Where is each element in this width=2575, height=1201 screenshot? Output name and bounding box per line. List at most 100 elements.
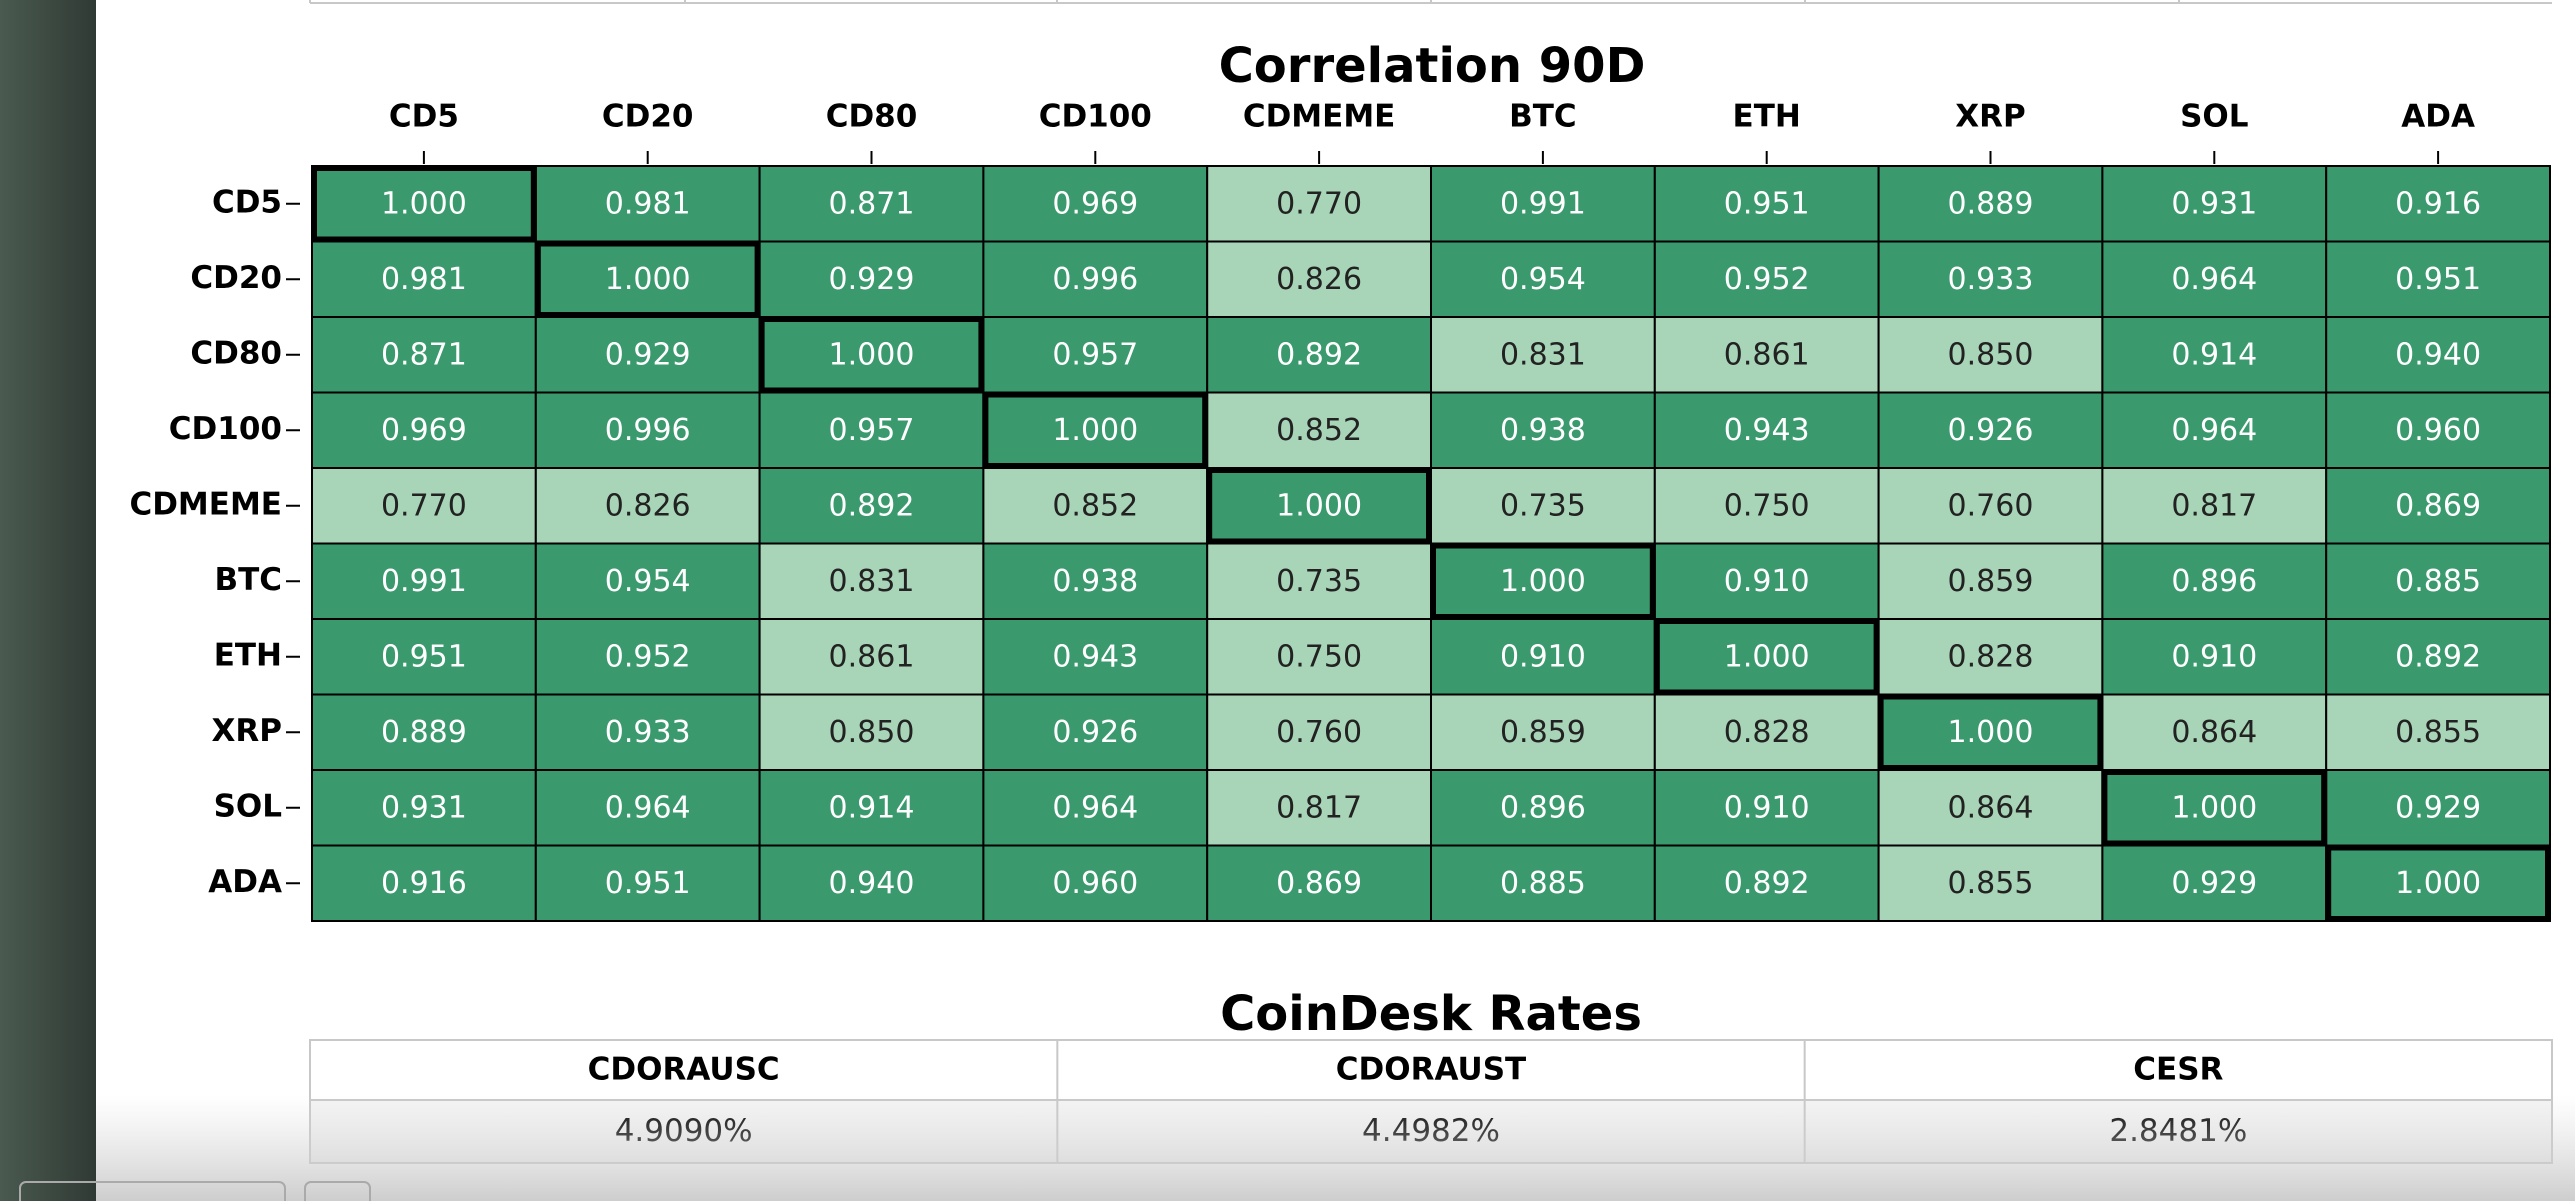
- cell-label: 0.991: [1500, 186, 1586, 221]
- diagonal-outline: [1653, 618, 1880, 696]
- heatmap-cell: [534, 240, 761, 318]
- diagonal-outline: [1430, 542, 1656, 620]
- cell-label: 0.964: [1052, 790, 1138, 825]
- heatmap-cell: [2325, 844, 2551, 922]
- cell-label: 0.896: [2171, 564, 2257, 599]
- diagonal-outline: [2101, 769, 2328, 847]
- heatmap-cell: [1653, 391, 1880, 469]
- column-label: CD20: [602, 99, 694, 135]
- cell-label: 0.954: [605, 564, 691, 599]
- cell-label: 1.000: [829, 337, 915, 372]
- cell-label: 0.889: [1948, 186, 2034, 221]
- column-label: CD80: [826, 99, 918, 135]
- heatmap-cell: [1877, 542, 2104, 620]
- heatmap-cell: [311, 618, 537, 696]
- heatmap-cell: [2101, 165, 2328, 243]
- heatmap-cell: [311, 467, 537, 545]
- cell-label: 0.859: [1948, 564, 2034, 599]
- cell-label: 1.000: [381, 186, 467, 221]
- row-label: BTC: [214, 562, 282, 598]
- cell-label: 0.750: [1276, 639, 1362, 674]
- cell-label: 0.929: [2395, 790, 2481, 825]
- row-label: CD80: [190, 335, 282, 371]
- cell-label: 0.943: [1724, 413, 1810, 448]
- heatmap-cell: [758, 165, 985, 243]
- heatmap-cell: [982, 844, 1209, 922]
- cell-label: 0.864: [1948, 790, 2034, 825]
- cell-label: 0.861: [829, 639, 915, 674]
- heatmap-cell: [2101, 542, 2328, 620]
- heatmap-cell: [1206, 844, 1432, 922]
- heatmap-cell: [2101, 618, 2328, 696]
- cell-label: 0.826: [605, 488, 691, 523]
- row-label: ETH: [214, 637, 282, 673]
- cell-label: 0.861: [1724, 337, 1810, 372]
- row-label: CDMEME: [129, 486, 282, 522]
- cell-label: 0.831: [829, 564, 915, 599]
- cell-label: 1.000: [1500, 564, 1586, 599]
- heatmap-cell: [2325, 316, 2551, 394]
- bottom-fade: [96, 1095, 2575, 1201]
- column-label: CD5: [389, 99, 459, 135]
- heatmap-cell: [758, 542, 985, 620]
- heatmap-cell: [1430, 240, 1656, 318]
- diagonal-outline: [311, 165, 537, 243]
- diagonal-outline: [2325, 844, 2551, 922]
- cell-label: 0.828: [1948, 639, 2034, 674]
- cell-label: 0.892: [1276, 337, 1362, 372]
- diagonal-outline: [1206, 467, 1432, 545]
- heatmap-cell: [2101, 467, 2328, 545]
- diagonal-outline: [758, 316, 985, 394]
- table-title: CoinDesk Rates: [1220, 986, 1642, 1042]
- cell-label: 0.960: [1052, 866, 1138, 901]
- column-label: ADA: [2401, 99, 2475, 135]
- cell-label: 0.910: [1500, 639, 1586, 674]
- cell-label: 0.850: [1948, 337, 2034, 372]
- cell-label: 0.996: [1052, 262, 1138, 297]
- cell-label: 0.914: [829, 790, 915, 825]
- column-label: ETH: [1733, 99, 1801, 135]
- heatmap-cell: [1877, 240, 2104, 318]
- heatmap-cell: [758, 391, 985, 469]
- cell-label: 0.910: [2171, 639, 2257, 674]
- cell-label: 0.933: [605, 715, 691, 750]
- cell-label: 0.951: [381, 639, 467, 674]
- heatmap-cell: [2325, 618, 2551, 696]
- heatmap-cell: [982, 240, 1209, 318]
- heatmap-cell: [1877, 844, 2104, 922]
- cell-label: 0.760: [1276, 715, 1362, 750]
- cell-label: 0.938: [1052, 564, 1138, 599]
- cell-label: 0.952: [605, 639, 691, 674]
- cell-label: 0.831: [1500, 337, 1586, 372]
- heatmap-cell: [1653, 467, 1880, 545]
- cell-label: 0.940: [2395, 337, 2481, 372]
- cell-label: 0.951: [605, 866, 691, 901]
- cell-label: 0.964: [2171, 262, 2257, 297]
- cell-label: 0.960: [2395, 413, 2481, 448]
- column-label: XRP: [1955, 99, 2026, 135]
- heatmap-cell: [982, 542, 1209, 620]
- cell-label: 0.957: [829, 413, 915, 448]
- cell-label: 1.000: [1052, 413, 1138, 448]
- row-label: CD20: [190, 260, 282, 296]
- heatmap-cell: [2325, 240, 2551, 318]
- heatmap-cell: [1877, 618, 2104, 696]
- column-label: SOL: [2180, 99, 2248, 135]
- cell-label: 0.885: [1500, 866, 1586, 901]
- cell-label: 0.991: [381, 564, 467, 599]
- cell-label: 0.929: [829, 262, 915, 297]
- cell-label: 0.914: [2171, 337, 2257, 372]
- diagonal-outline: [982, 391, 1209, 469]
- cell-label: 0.770: [381, 488, 467, 523]
- cell-label: 0.951: [1724, 186, 1810, 221]
- heatmap-cell: [1653, 844, 1880, 922]
- heatmap-cell: [2325, 391, 2551, 469]
- cell-label: 0.964: [2171, 413, 2257, 448]
- side-strip: [0, 0, 96, 1201]
- cell-label: 0.871: [381, 337, 467, 372]
- cell-label: 0.969: [1052, 186, 1138, 221]
- cell-label: 1.000: [2171, 790, 2257, 825]
- cell-label: 0.910: [1724, 790, 1810, 825]
